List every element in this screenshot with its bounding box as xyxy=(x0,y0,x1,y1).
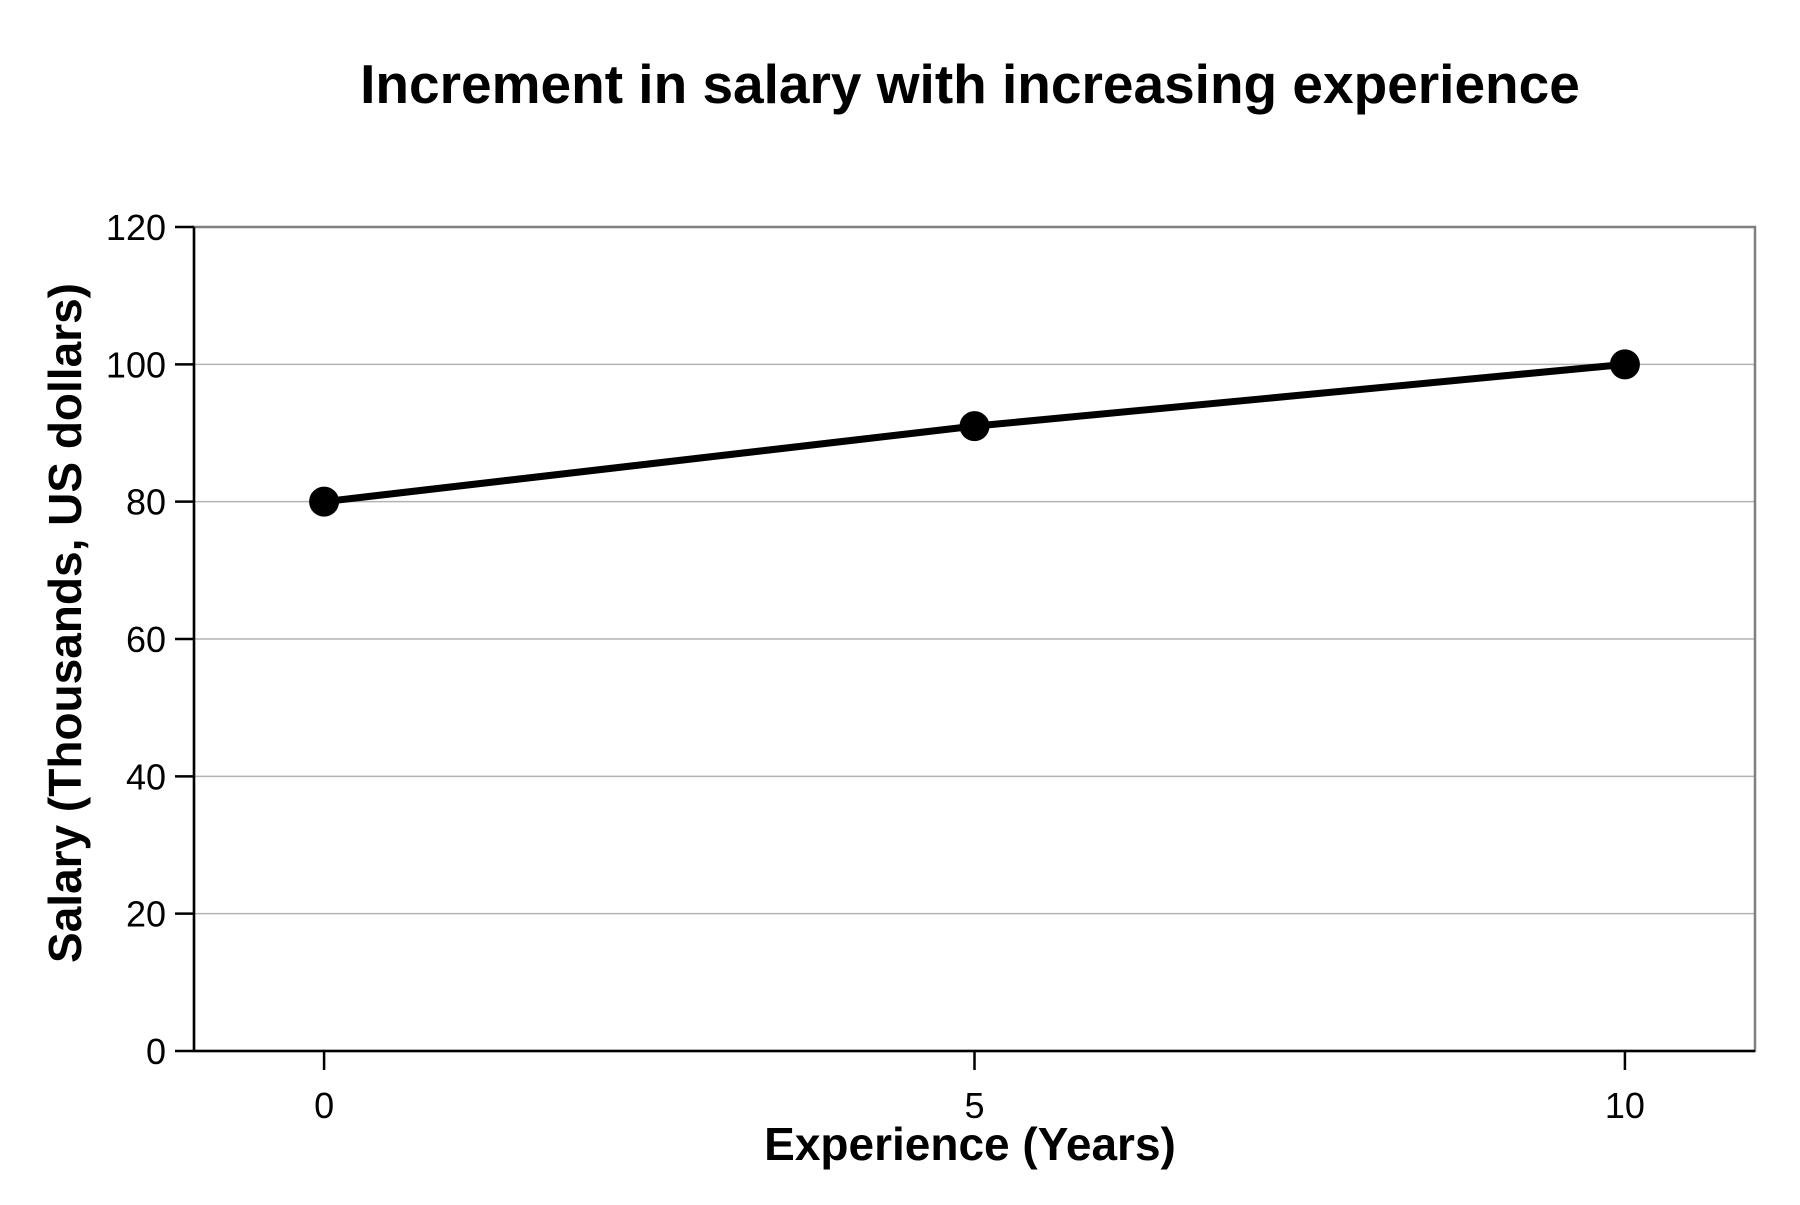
y-tick-label: 120 xyxy=(106,207,166,248)
data-series xyxy=(309,349,1640,517)
gridlines xyxy=(194,363,1755,915)
data-point xyxy=(309,486,340,517)
y-tick-label: 80 xyxy=(126,482,166,523)
x-axis-title: Experience (Years) xyxy=(764,1118,1176,1170)
y-tick-label: 60 xyxy=(126,619,166,660)
tick-labels: 0 20 40 60 80 100 120 0 5 10 xyxy=(106,207,1645,1126)
axes xyxy=(175,225,1755,1070)
y-tick-label: 20 xyxy=(126,894,166,935)
y-tick-label: 100 xyxy=(106,344,166,385)
y-tick-label: 40 xyxy=(126,756,166,797)
y-tick-label: 0 xyxy=(146,1031,166,1072)
x-tick-label: 0 xyxy=(314,1085,334,1126)
data-point xyxy=(959,411,990,442)
y-axis-title: Salary (Thousands, US dollars) xyxy=(39,283,91,963)
x-tick-label: 10 xyxy=(1605,1085,1645,1126)
chart-title: Increment in salary with increasing expe… xyxy=(360,53,1580,115)
x-tick-label: 5 xyxy=(964,1085,984,1126)
data-point xyxy=(1609,349,1640,380)
